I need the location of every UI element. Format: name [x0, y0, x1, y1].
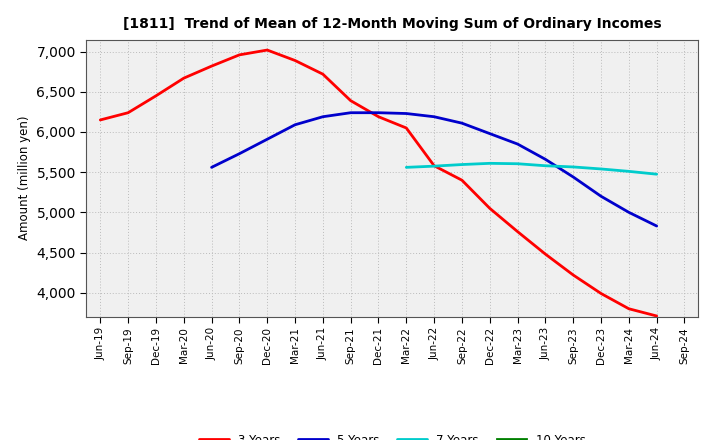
3 Years [513, 229, 522, 234]
7 Years [458, 162, 467, 167]
3 Years [96, 117, 104, 123]
7 Years [652, 172, 661, 177]
5 Years [346, 110, 355, 115]
3 Years [263, 48, 271, 53]
3 Years [402, 125, 410, 131]
7 Years [624, 169, 633, 174]
Line: 5 Years: 5 Years [212, 113, 657, 226]
3 Years [374, 114, 383, 119]
5 Years [291, 122, 300, 128]
Line: 3 Years: 3 Years [100, 50, 657, 316]
7 Years [430, 164, 438, 169]
3 Years [652, 313, 661, 319]
3 Years [235, 52, 243, 58]
5 Years [458, 121, 467, 126]
5 Years [597, 194, 606, 199]
5 Years [263, 136, 271, 142]
5 Years [569, 174, 577, 180]
7 Years [597, 166, 606, 172]
7 Years [402, 165, 410, 170]
5 Years [430, 114, 438, 119]
Legend: 3 Years, 5 Years, 7 Years, 10 Years: 3 Years, 5 Years, 7 Years, 10 Years [194, 428, 591, 440]
5 Years [652, 224, 661, 229]
3 Years [624, 306, 633, 312]
3 Years [569, 272, 577, 278]
5 Years [624, 210, 633, 215]
7 Years [541, 163, 550, 169]
Line: 7 Years: 7 Years [406, 163, 657, 174]
5 Years [235, 151, 243, 156]
7 Years [485, 161, 494, 166]
7 Years [569, 164, 577, 169]
3 Years [597, 291, 606, 296]
3 Years [346, 98, 355, 103]
5 Years [207, 165, 216, 170]
3 Years [430, 163, 438, 169]
3 Years [485, 205, 494, 211]
5 Years [374, 110, 383, 115]
5 Years [318, 114, 327, 119]
7 Years [513, 161, 522, 166]
5 Years [541, 157, 550, 162]
3 Years [318, 72, 327, 77]
3 Years [179, 76, 188, 81]
3 Years [152, 93, 161, 99]
3 Years [458, 178, 467, 183]
Title: [1811]  Trend of Mean of 12-Month Moving Sum of Ordinary Incomes: [1811] Trend of Mean of 12-Month Moving … [123, 18, 662, 32]
5 Years [513, 141, 522, 147]
3 Years [291, 58, 300, 63]
3 Years [541, 252, 550, 257]
5 Years [485, 131, 494, 136]
3 Years [124, 110, 132, 115]
Y-axis label: Amount (million yen): Amount (million yen) [18, 116, 31, 240]
5 Years [402, 111, 410, 116]
3 Years [207, 63, 216, 69]
